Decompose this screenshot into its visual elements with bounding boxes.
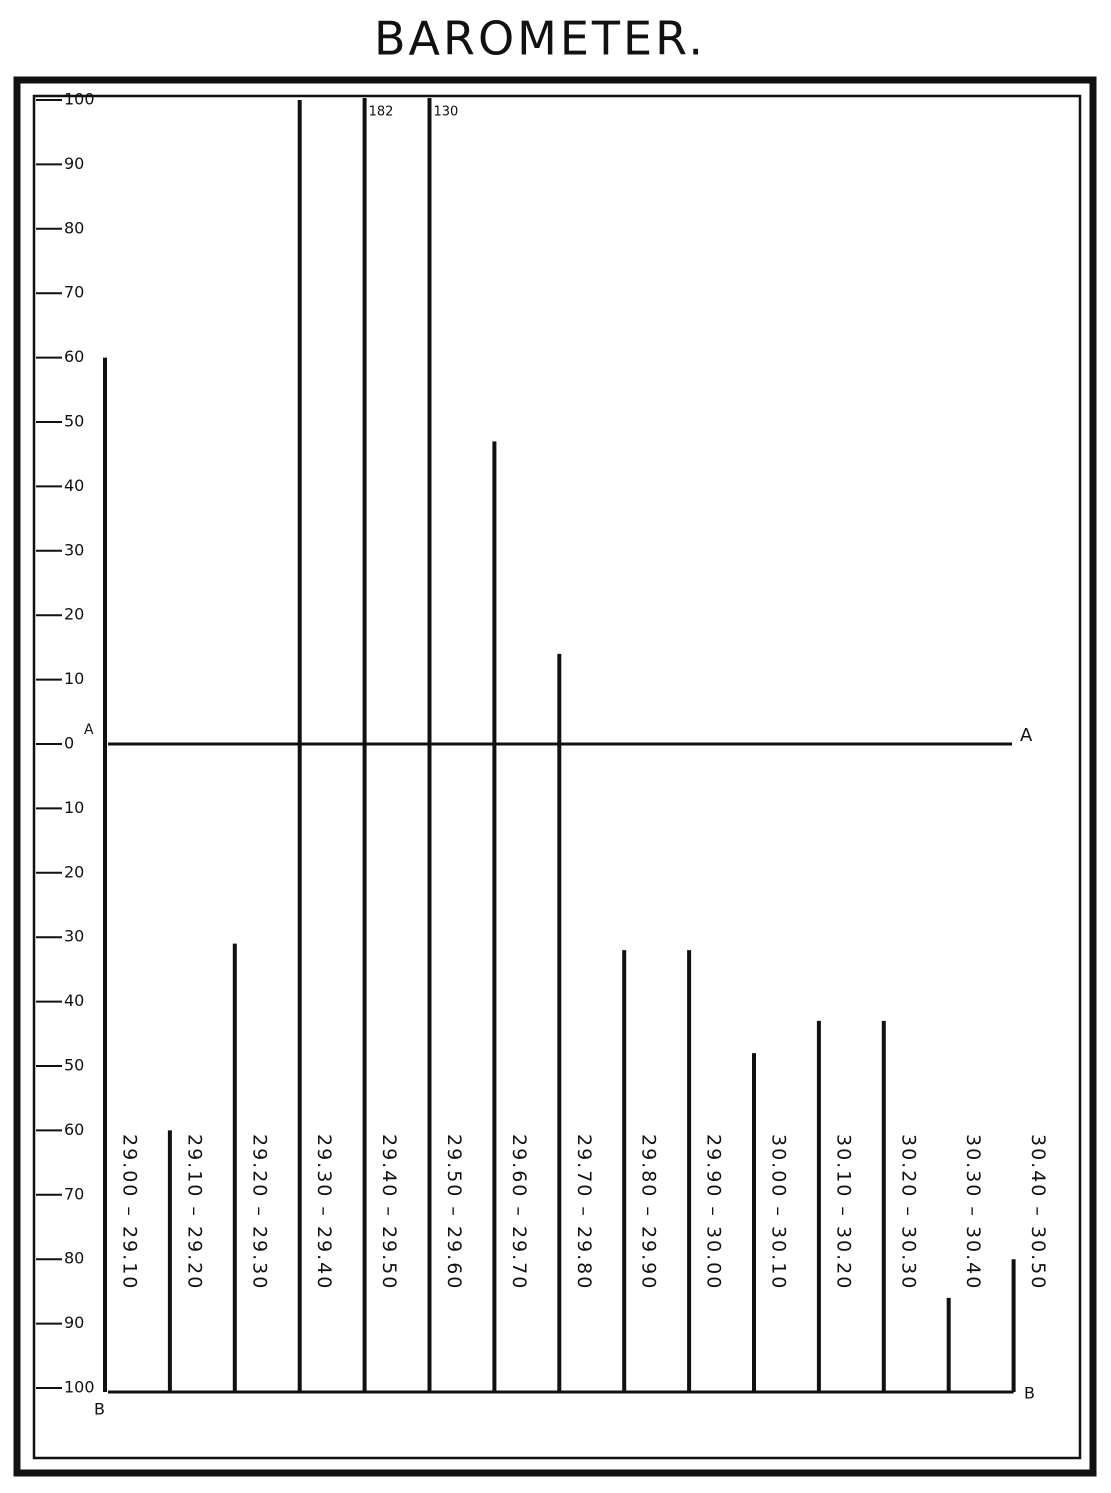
x-tick-label: 30.30 – 30.40: [962, 1134, 984, 1290]
y-tick-label: 70: [64, 283, 84, 302]
y-tick-label: 100: [64, 90, 95, 109]
x-tick-label: 29.60 – 29.70: [508, 1134, 530, 1290]
annotation: B: [94, 1400, 105, 1419]
x-tick-label: 30.40 – 30.50: [1027, 1134, 1049, 1290]
inner-frame: [32, 94, 1082, 1460]
y-tick-label: 100: [64, 1378, 95, 1397]
plot-area: [103, 98, 1016, 1392]
y-tick-label: 10: [64, 669, 84, 688]
y-tick-label: 80: [64, 1249, 84, 1268]
annotation: B: [1024, 1384, 1035, 1403]
x-tick-label: 29.80 – 29.90: [638, 1134, 660, 1290]
x-tick-label: 30.00 – 30.10: [768, 1134, 790, 1290]
outer-frame: [13, 76, 1097, 1477]
y-tick-label: 80: [64, 218, 84, 237]
annotation: A: [84, 722, 94, 738]
y-tick-label: 10: [64, 798, 84, 817]
x-tick-label: 30.20 – 30.30: [897, 1134, 919, 1290]
y-tick-label: 20: [64, 862, 84, 881]
chart-title: BAROMETER.: [374, 12, 706, 66]
y-tick-label: 0: [64, 734, 74, 753]
x-tick-label: 29.50 – 29.60: [443, 1134, 465, 1290]
x-tick-label: 29.10 – 29.20: [183, 1134, 205, 1290]
x-tick-label: 29.40 – 29.50: [378, 1134, 400, 1290]
y-tick-label: 20: [64, 605, 84, 624]
data-label: 130: [434, 105, 459, 120]
y-tick-label: 30: [64, 927, 84, 946]
y-tick-label: 90: [64, 1313, 84, 1332]
y-tick-label: 50: [64, 1056, 84, 1075]
x-tick-label: 29.90 – 30.00: [703, 1134, 725, 1290]
x-tick-label: 30.10 – 30.20: [832, 1134, 854, 1290]
x-tick-label: 29.70 – 29.80: [573, 1134, 595, 1290]
y-tick-label: 60: [64, 1120, 84, 1139]
y-tick-label: 40: [64, 476, 84, 495]
y-tick-label: 70: [64, 1184, 84, 1203]
y-tick-label: 30: [64, 540, 84, 559]
x-tick-label: 29.20 – 29.30: [248, 1134, 270, 1290]
y-tick-label: 40: [64, 991, 84, 1010]
y-tick-label: 60: [64, 347, 84, 366]
annotation: A: [1020, 725, 1033, 746]
data-label: 182: [369, 105, 394, 120]
y-tick-label: 50: [64, 412, 84, 431]
y-tick-label: 90: [64, 154, 84, 173]
x-tick-label: 29.00 – 29.10: [119, 1134, 141, 1290]
x-tick-label: 29.30 – 29.40: [313, 1134, 335, 1290]
